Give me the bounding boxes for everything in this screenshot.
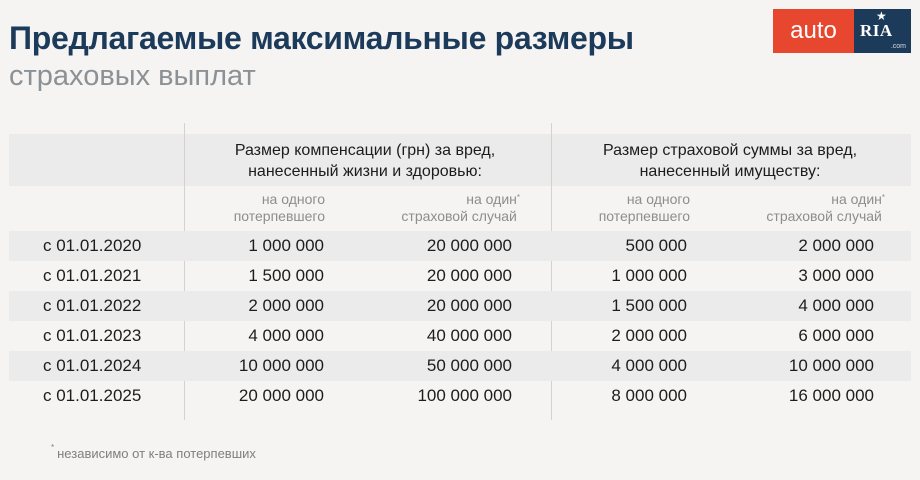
logo-auto-text: auto [773, 9, 854, 53]
subheader-per-case-label: на один страховой случай [401, 191, 517, 224]
row-value: 40 000 000 [426, 326, 512, 345]
table-header-band [9, 134, 911, 186]
row-value: 20 000 000 [426, 296, 512, 315]
footnote-text: независимо от к-ва потерпевших [57, 446, 256, 461]
group-header-health: Размер компенсации (грн) за вред, нанесе… [234, 142, 496, 180]
table-row: с 01.01.2024 10 000 000 50 000 000 4 000… [9, 351, 911, 381]
footnote-mark: * [51, 443, 55, 452]
row-value: 6 000 000 [798, 326, 874, 345]
column-divider [551, 123, 552, 420]
row-value: 20 000 000 [426, 266, 512, 285]
row-value: 4 000 000 [798, 296, 874, 315]
subheader-per-victim: на одного потерпевшего [233, 191, 325, 224]
row-value: 16 000 000 [788, 386, 874, 405]
logo-ria-block: ★ RIA .com [854, 9, 911, 53]
row-value: 20 000 000 [238, 386, 324, 405]
row-value: 3 000 000 [798, 266, 874, 285]
footnote: * независимо от к-ва потерпевших [51, 443, 256, 461]
row-value: 10 000 000 [788, 356, 874, 375]
row-value: 8 000 000 [611, 386, 687, 405]
group-header-property: Размер страховой суммы за вред, нанесенн… [602, 142, 858, 180]
table-row: с 01.01.2022 2 000 000 20 000 000 1 500 … [9, 291, 911, 321]
table-row: с 01.01.2023 4 000 000 40 000 000 2 000 … [9, 321, 911, 351]
logo-ria-text: RIA [860, 21, 893, 40]
row-value: 50 000 000 [426, 356, 512, 375]
row-date: с 01.01.2020 [43, 236, 142, 255]
table-row: с 01.01.2025 20 000 000 100 000 000 8 00… [9, 381, 911, 411]
page-subtitle: страховых выплат [9, 60, 256, 92]
autoria-logo: auto ★ RIA .com [773, 9, 911, 53]
row-value: 500 000 [625, 236, 687, 255]
row-date: с 01.01.2023 [43, 326, 142, 345]
row-value: 4 000 000 [611, 356, 687, 375]
row-value: 2 000 000 [611, 326, 687, 345]
row-value: 1 000 000 [611, 266, 687, 285]
subheader-per-case: на один страховой случай* [360, 191, 520, 225]
page-title: Предлагаемые максимальные размеры [9, 20, 634, 56]
row-value: 2 000 000 [248, 296, 324, 315]
subheader-per-case-property: на один страховой случай* [725, 191, 885, 225]
row-value: 1 000 000 [248, 236, 324, 255]
row-value: 20 000 000 [426, 236, 512, 255]
star-icon: ★ [876, 9, 887, 23]
table-row: с 01.01.2020 1 000 000 20 000 000 500 00… [9, 231, 911, 261]
logo-com-text: .com [890, 43, 906, 50]
subheader-per-case-property-label: на один страховой случай [766, 191, 882, 224]
row-value: 2 000 000 [798, 236, 874, 255]
row-date: с 01.01.2021 [43, 266, 142, 285]
footnote-mark: * [516, 193, 520, 202]
row-date: с 01.01.2022 [43, 296, 142, 315]
row-value: 4 000 000 [248, 326, 324, 345]
row-value: 1 500 000 [248, 266, 324, 285]
footnote-mark: * [881, 193, 885, 202]
subheader-per-victim-property: на одного потерпевшего [598, 191, 690, 224]
column-divider [184, 123, 185, 420]
row-value: 100 000 000 [417, 386, 512, 405]
row-value: 10 000 000 [238, 356, 324, 375]
row-date: с 01.01.2024 [43, 356, 142, 375]
table-row: с 01.01.2021 1 500 000 20 000 000 1 000 … [9, 261, 911, 291]
row-date: с 01.01.2025 [43, 386, 142, 405]
row-value: 1 500 000 [611, 296, 687, 315]
